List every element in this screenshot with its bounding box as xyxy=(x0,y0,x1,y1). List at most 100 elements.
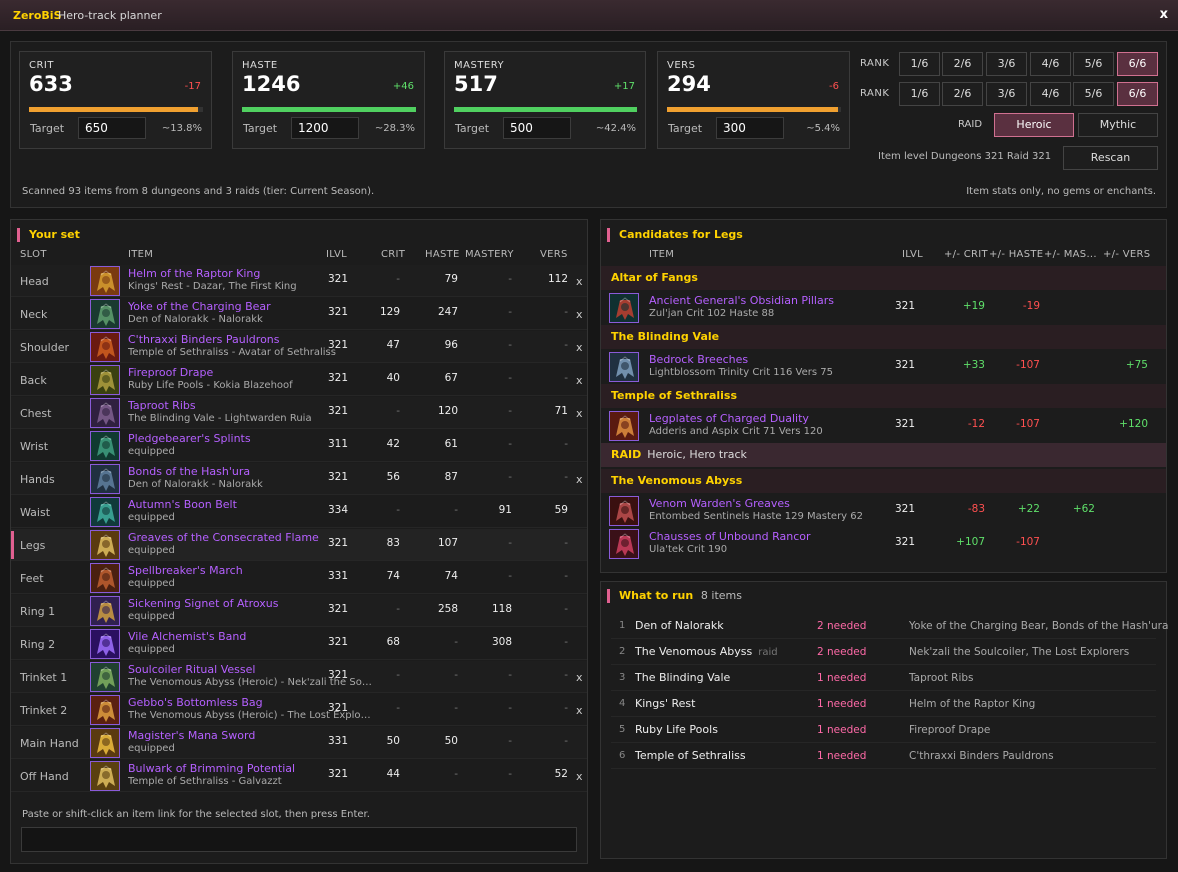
gear-row-ring-1[interactable]: Ring 1 Sickening Signet of Atroxus equippe… xyxy=(11,595,587,627)
item-name[interactable]: Yoke of the Charging Bear xyxy=(128,300,271,313)
item-name[interactable]: Pledgebearer's Splints xyxy=(128,432,251,445)
item-name[interactable]: Sickening Signet of Atroxus xyxy=(128,597,279,610)
raid-mythic-button[interactable]: Mythic xyxy=(1078,113,1158,137)
rank-button-1-2[interactable]: 2/6 xyxy=(942,52,983,76)
item-name[interactable]: Taproot Ribs xyxy=(128,399,196,412)
clear-slot-button[interactable]: x xyxy=(576,704,583,717)
candidate-haste: -19 xyxy=(1022,300,1040,312)
gear-row-neck[interactable]: Neck Yoke of the Charging Bear Den of Nalo… xyxy=(11,298,587,330)
rank-button-1-5[interactable]: 5/6 xyxy=(1073,52,1114,76)
candidate-name[interactable]: Chausses of Unbound Rancor xyxy=(649,530,811,543)
run-row[interactable]: 4 Kings' Rest 1 needed Helm of the Raptor K… xyxy=(611,691,1156,717)
rank-button-2-6[interactable]: 6/6 xyxy=(1117,82,1158,106)
rank-button-2-1[interactable]: 1/6 xyxy=(899,82,940,106)
item-name[interactable]: Magister's Mana Sword xyxy=(128,729,256,742)
gear-row-off-hand[interactable]: Off Hand Bulwark of Brimming Potential Tem… xyxy=(11,760,587,792)
item-name[interactable]: Greaves of the Consecrated Flame xyxy=(128,531,319,544)
rank-button-1-4[interactable]: 4/6 xyxy=(1030,52,1071,76)
clear-slot-button[interactable]: x xyxy=(576,341,583,354)
clear-slot-button[interactable]: x xyxy=(576,473,583,486)
gear-row-feet[interactable]: Feet Spellbreaker's March equipped 331 74 74 -… xyxy=(11,562,587,594)
group-name: Temple of Sethraliss xyxy=(611,389,738,402)
rank-button-2-5[interactable]: 5/6 xyxy=(1073,82,1114,106)
stat-delta: +46 xyxy=(392,81,414,92)
stat-haste: 247 xyxy=(437,306,458,318)
gear-row-waist[interactable]: Waist Autumn's Boon Belt equipped 334 - - 91 59 xyxy=(11,496,587,528)
clear-slot-button[interactable]: x xyxy=(576,308,583,321)
candidate-row[interactable]: Venom Warden's Greaves Entombed Sentinels… xyxy=(601,495,1166,528)
gear-row-back[interactable]: Back Fireproof Drape Ruby Life Pools - Kok… xyxy=(11,364,587,396)
gear-row-chest[interactable]: Chest Taproot Ribs The Blinding Vale - Lig… xyxy=(11,397,587,429)
rescan-button[interactable]: Rescan xyxy=(1063,146,1158,170)
gear-row-trinket-2[interactable]: Trinket 2 Gebbo's Bottomless Bag The Venom… xyxy=(11,694,587,726)
target-input-vers[interactable] xyxy=(716,117,784,139)
candidate-row[interactable]: Chausses of Unbound Rancor Ula'tek Crit 1… xyxy=(601,528,1166,561)
rank-button-1-6[interactable]: 6/6 xyxy=(1117,52,1158,76)
candidate-row[interactable]: Ancient General's Obsidian Pillars Zul'ja… xyxy=(601,292,1166,325)
run-row[interactable]: 1 Den of Nalorakk 2 needed Yoke of the Char… xyxy=(611,613,1168,639)
clear-slot-button[interactable]: x xyxy=(576,770,583,783)
item-name[interactable]: Soulcoiler Ritual Vessel xyxy=(128,663,256,676)
run-dungeon-name: Ruby Life Pools xyxy=(635,723,718,736)
item-name[interactable]: Spellbreaker's March xyxy=(128,564,243,577)
cand-col-ilvl: ILVL xyxy=(902,249,924,260)
item-name[interactable]: Gebbo's Bottomless Bag xyxy=(128,696,263,709)
run-items: Taproot Ribs xyxy=(909,672,974,684)
item-name[interactable]: Autumn's Boon Belt xyxy=(128,498,237,511)
rank-button-1-3[interactable]: 3/6 xyxy=(986,52,1027,76)
clear-slot-button[interactable]: x xyxy=(576,374,583,387)
item-name[interactable]: Helm of the Raptor King xyxy=(128,267,261,280)
candidate-row[interactable]: Bedrock Breeches Lightblossom Trinity Cri… xyxy=(601,351,1166,384)
stat-mastery: - xyxy=(508,735,512,747)
gear-row-legs[interactable]: Legs Greaves of the Consecrated Flame equi… xyxy=(11,529,587,561)
item-name[interactable]: Bulwark of Brimming Potential xyxy=(128,762,296,775)
clear-slot-button[interactable]: x xyxy=(576,671,583,684)
legs-icon xyxy=(609,411,639,441)
raid-heroic-button[interactable]: Heroic xyxy=(994,113,1074,137)
gear-row-trinket-1[interactable]: Trinket 1 Soulcoiler Ritual Vessel The Ven… xyxy=(11,661,587,693)
clear-slot-button[interactable]: x xyxy=(576,407,583,420)
gear-row-head[interactable]: Head Helm of the Raptor King Kings' Rest -… xyxy=(11,265,587,297)
rank-button-2-2[interactable]: 2/6 xyxy=(942,82,983,106)
run-row[interactable]: 2 The Venomous Abyss raid 2 needed Nek'zali … xyxy=(611,639,1156,665)
target-input-mastery[interactable] xyxy=(503,117,571,139)
legs-icon xyxy=(609,352,639,382)
item-name[interactable]: C'thraxxi Binders Pauldrons xyxy=(128,333,280,346)
candidate-name[interactable]: Bedrock Breeches xyxy=(649,353,749,366)
gloves-icon xyxy=(90,464,120,494)
close-button[interactable]: x xyxy=(1159,7,1168,22)
run-row[interactable]: 5 Ruby Life Pools 1 needed Fireproof Drape xyxy=(611,717,1156,743)
dungeon-name-text: Temple of Sethraliss xyxy=(635,749,746,762)
run-row[interactable]: 3 The Blinding Vale 1 needed Taproot Ribs xyxy=(611,665,1156,691)
candidate-name[interactable]: Venom Warden's Greaves xyxy=(649,497,790,510)
gear-row-shoulder[interactable]: Shoulder C'thraxxi Binders Pauldrons Templ… xyxy=(11,331,587,363)
candidate-name[interactable]: Legplates of Charged Duality xyxy=(649,412,809,425)
item-name[interactable]: Vile Alchemist's Band xyxy=(128,630,247,643)
clear-slot-button[interactable]: x xyxy=(576,275,583,288)
run-row[interactable]: 6 Temple of Sethraliss 1 needed C'thraxxi B… xyxy=(611,743,1156,769)
candidate-source: Ula'tek Crit 190 xyxy=(649,544,728,555)
gear-row-main-hand[interactable]: Main Hand Magister's Mana Sword equipped 33… xyxy=(11,727,587,759)
stat-progress-bar xyxy=(454,107,637,112)
rank-button-1-1[interactable]: 1/6 xyxy=(899,52,940,76)
gear-row-hands[interactable]: Hands Bonds of the Hash'ura Den of Nalorak… xyxy=(11,463,587,495)
slot-label: Main Hand xyxy=(20,737,79,750)
gear-row-ring-2[interactable]: Ring 2 Vile Alchemist's Band equipped 321 68… xyxy=(11,628,587,660)
rank-button-2-3[interactable]: 3/6 xyxy=(986,82,1027,106)
gear-row-wrist[interactable]: Wrist Pledgebearer's Splints equipped 311 42… xyxy=(11,430,587,462)
target-input-haste[interactable] xyxy=(291,117,359,139)
rank-button-2-4[interactable]: 4/6 xyxy=(1030,82,1071,106)
item-source: equipped xyxy=(128,545,175,556)
item-name[interactable]: Fireproof Drape xyxy=(128,366,214,379)
candidate-row[interactable]: Legplates of Charged Duality Adderis and … xyxy=(601,410,1166,443)
item-name[interactable]: Bonds of the Hash'ura xyxy=(128,465,251,478)
stat-value: 633 xyxy=(29,72,73,96)
stat-crit: - xyxy=(396,603,400,615)
stat-ilvl: 321 xyxy=(328,372,349,384)
target-input-crit[interactable] xyxy=(78,117,146,139)
candidate-name[interactable]: Ancient General's Obsidian Pillars xyxy=(649,294,834,307)
stat-progress-bar xyxy=(29,107,203,112)
stat-mastery: - xyxy=(508,768,512,780)
stat-crit: - xyxy=(396,504,400,516)
item-link-input[interactable] xyxy=(21,827,577,852)
